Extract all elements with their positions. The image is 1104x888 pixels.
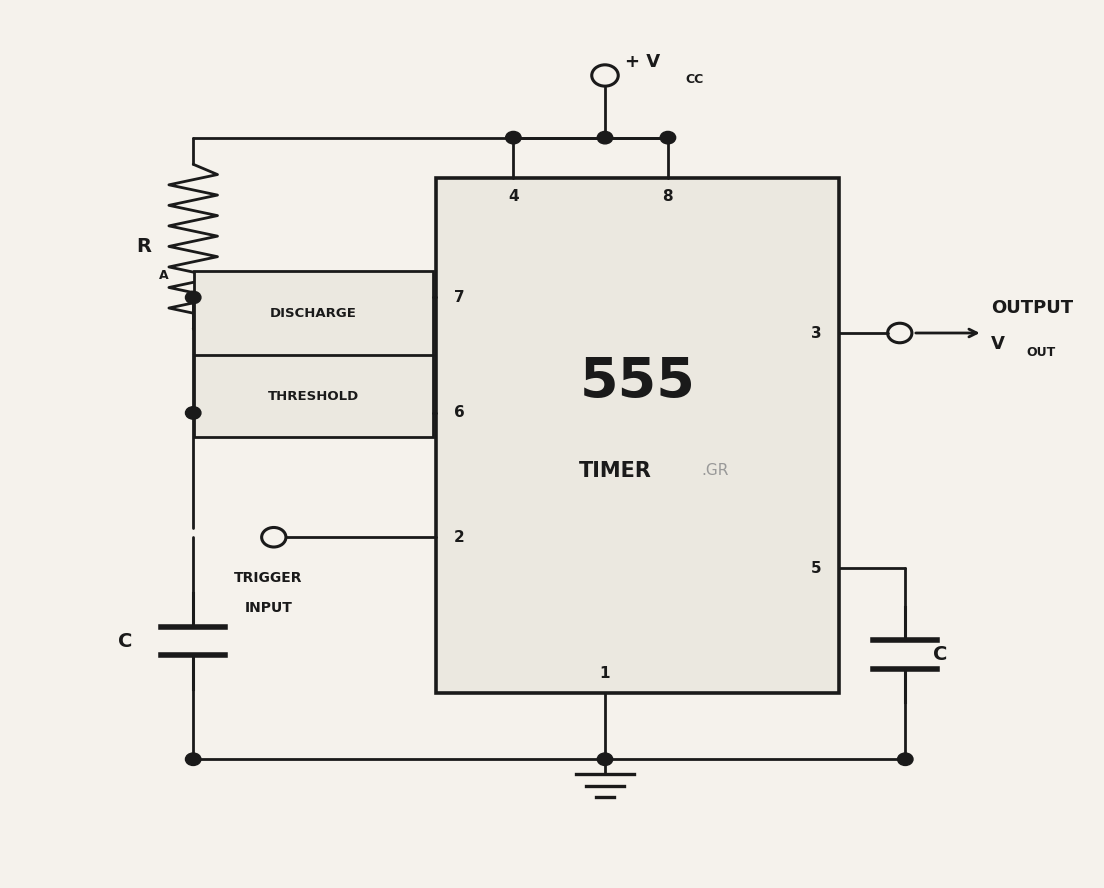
- Text: + V: + V: [625, 53, 660, 71]
- Text: 8: 8: [662, 189, 673, 204]
- Text: 555: 555: [580, 355, 696, 408]
- Circle shape: [185, 407, 201, 419]
- Circle shape: [597, 131, 613, 144]
- Text: C: C: [118, 631, 132, 651]
- Bar: [436, 178, 839, 693]
- Circle shape: [898, 753, 913, 765]
- Circle shape: [185, 291, 201, 304]
- Text: 3: 3: [810, 326, 821, 340]
- Circle shape: [506, 131, 521, 144]
- Text: OUTPUT: OUTPUT: [991, 299, 1073, 317]
- Text: C: C: [933, 645, 947, 664]
- Text: DISCHARGE: DISCHARGE: [270, 306, 357, 320]
- Text: OUT: OUT: [1027, 346, 1055, 359]
- Text: 6: 6: [454, 406, 465, 420]
- Text: 7: 7: [454, 290, 465, 305]
- Text: INPUT: INPUT: [244, 601, 293, 615]
- Text: 5: 5: [810, 561, 821, 575]
- Circle shape: [660, 131, 676, 144]
- Text: .GR: .GR: [701, 464, 729, 478]
- Bar: [194, 271, 433, 437]
- Text: THRESHOLD: THRESHOLD: [268, 390, 359, 402]
- Text: 4: 4: [508, 189, 519, 204]
- Circle shape: [597, 753, 613, 765]
- Text: A: A: [159, 269, 169, 281]
- Text: TIMER: TIMER: [578, 461, 652, 480]
- Text: 1: 1: [599, 666, 611, 681]
- Text: TRIGGER: TRIGGER: [234, 571, 302, 585]
- Text: R: R: [136, 237, 151, 256]
- Text: V: V: [991, 335, 1006, 353]
- Circle shape: [185, 753, 201, 765]
- Text: 2: 2: [454, 530, 465, 544]
- Text: CC: CC: [686, 73, 704, 86]
